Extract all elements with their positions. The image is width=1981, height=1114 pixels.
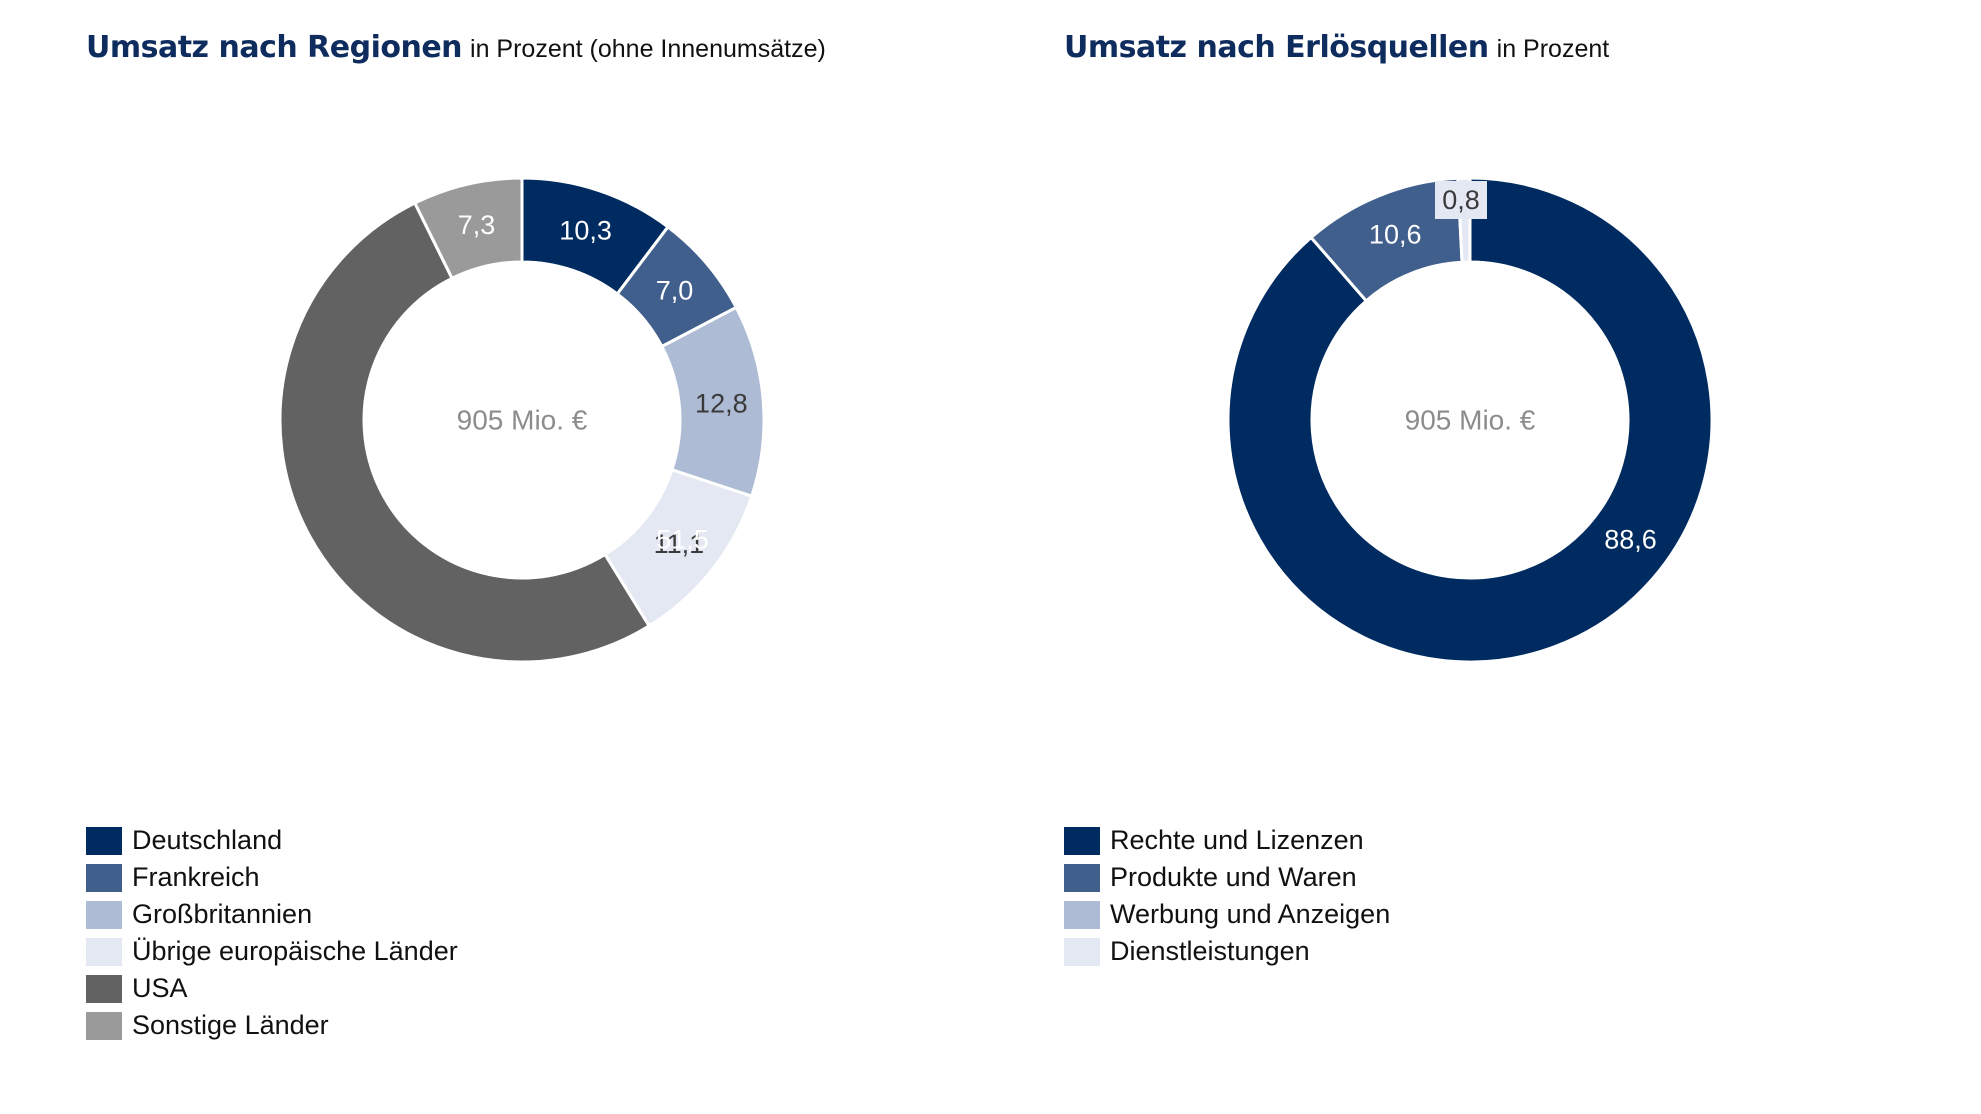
chart-panel-regionen: Umsatz nach Regionen in Prozent (ohne Inn… <box>86 0 1036 1114</box>
legend-swatch <box>86 900 122 929</box>
legend-item-deutschland: Deutschland <box>86 822 458 859</box>
slice-label-produkte-und-waren: 10,6 <box>1369 220 1422 250</box>
legend-item-grossbritannien: Großbritannien <box>86 896 458 933</box>
legend-swatch <box>1064 937 1100 966</box>
legend-label: Deutschland <box>132 825 283 855</box>
legend-swatch <box>86 937 122 966</box>
legend-item-werbung-und-anzeigen: Werbung und Anzeigen <box>1064 896 1390 933</box>
legend-item-uebrige-europaeische-laender: Übrige europäische Länder <box>86 933 458 970</box>
legend-swatch <box>86 863 122 892</box>
chart-subtitle: in Prozent <box>1496 35 1610 63</box>
legend-label: Dienstleistungen <box>1110 936 1310 966</box>
center-label: 905 Mio. € <box>1405 405 1536 436</box>
chart-title: Umsatz nach Regionen <box>86 30 463 65</box>
legend-erloesquellen: Rechte und Lizenzen Produkte und Waren Wer… <box>1064 822 1390 970</box>
legend-label: Produkte und Waren <box>1110 862 1357 892</box>
chart-subtitle: in Prozent (ohne Innenumsätze) <box>470 35 826 63</box>
legend-label: Frankreich <box>132 862 260 892</box>
donut-chart-regionen: 10,3 7,0 12,8 11,151,5 7,3 905 Mio. € <box>278 176 766 664</box>
legend-item-frankreich: Frankreich <box>86 859 458 896</box>
slice-usa <box>278 201 652 664</box>
legend-swatch <box>1064 900 1100 929</box>
legend-item-rechte-und-lizenzen: Rechte und Lizenzen <box>1064 822 1390 859</box>
legend-swatch <box>86 974 122 1003</box>
legend-swatch <box>1064 863 1100 892</box>
slice-label-frankreich: 7,0 <box>656 276 694 306</box>
legend-item-usa: USA <box>86 970 458 1007</box>
center-label: 905 Mio. € <box>457 405 588 436</box>
chart-panel-erloesquellen: Umsatz nach Erlösquellen in Prozent 88,6 1… <box>1064 0 1981 1114</box>
legend-item-sonstige-laender: Sonstige Länder <box>86 1007 458 1044</box>
legend-swatch <box>86 1011 122 1040</box>
slice-label-deutschland: 10,3 <box>559 215 612 245</box>
slice-label-sonstige-laender: 7,3 <box>458 210 496 240</box>
legend-label: Großbritannien <box>132 899 313 929</box>
slice-sonstige-laender <box>412 176 524 281</box>
chart-title-row: Umsatz nach Erlösquellen in Prozent <box>1064 30 1609 65</box>
slice-label-bg <box>1435 181 1487 219</box>
legend-label: Rechte und Lizenzen <box>1110 825 1364 855</box>
slice-rechte-und-lizenzen <box>1226 176 1714 664</box>
legend-label: USA <box>132 973 188 1003</box>
legend-label: Sonstige Länder <box>132 1010 329 1040</box>
slice-label-usa: 51,5 <box>656 524 709 554</box>
legend-regionen: Deutschland Frankreich Großbritannien Übrig… <box>86 822 458 1044</box>
legend-item-dienstleistungen: Dienstleistungen <box>1064 933 1390 970</box>
slice-label-uebrige-europaeische-laender: 11,1 <box>654 529 705 559</box>
legend-label: Übrige europäische Länder <box>132 936 458 966</box>
slice-label-rechte-und-lizenzen: 88,6 <box>1604 524 1657 554</box>
legend-item-produkte-und-waren: Produkte und Waren <box>1064 859 1390 896</box>
chart-title: Umsatz nach Erlösquellen <box>1064 30 1489 65</box>
legend-swatch <box>1064 826 1100 855</box>
chart-title-row: Umsatz nach Regionen in Prozent (ohne Inn… <box>86 30 826 65</box>
slice-label-dienstleistungen: 0,8 <box>1442 185 1480 215</box>
donut-chart-erloesquellen: 88,6 10,6 0,8 905 Mio. € <box>1226 176 1714 664</box>
legend-swatch <box>86 826 122 855</box>
legend-label: Werbung und Anzeigen <box>1110 899 1391 929</box>
slice-label-grossbritannien: 12,8 <box>695 389 748 419</box>
